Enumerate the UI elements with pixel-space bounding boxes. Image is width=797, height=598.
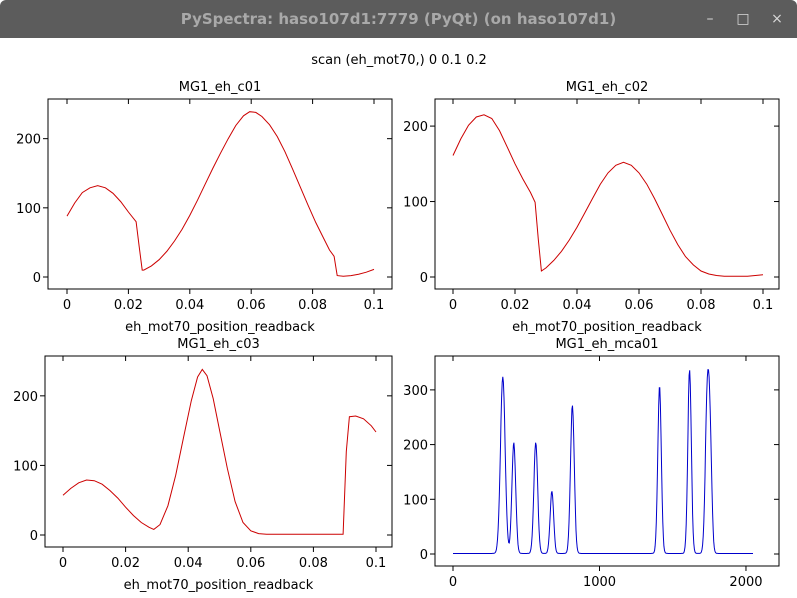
chart-4: MG1_eh_mca01 0 1000 2000 0 100 200 300	[403, 337, 780, 590]
x-tick-label: 1000	[583, 575, 616, 590]
chart-title: MG1_eh_c01	[179, 80, 262, 95]
x-tick-label: 0.02	[501, 298, 530, 313]
series-line	[453, 369, 753, 554]
y-tick-label: 0	[420, 548, 428, 563]
plot-frame	[434, 98, 780, 290]
y-tick-label: 200	[403, 439, 428, 454]
plot-frame	[44, 355, 393, 548]
y-tick-label: 200	[13, 390, 38, 405]
x-tick-label: 0.08	[299, 556, 328, 571]
y-tick-label: 100	[16, 202, 41, 217]
x-tick-label: 2000	[729, 575, 762, 590]
minimize-icon[interactable]: –	[706, 11, 714, 27]
y-tick-label: 0	[420, 271, 428, 286]
chart-2: MG1_eh_c02 0 0.02 0.04 0.06 0.08 0.1 0 100 200 eh_…	[403, 80, 780, 335]
x-tick-label: 0	[449, 575, 457, 590]
chart-1: MG1_eh_c01 0 0.02 0.04 0.06 0.08 0.1 0 100 200 eh_…	[16, 80, 393, 335]
x-axis-label: eh_mot70_position_readback	[512, 320, 702, 335]
x-tick-label: 0.08	[298, 298, 327, 313]
x-axis-label: eh_mot70_position_readback	[125, 320, 315, 335]
y-tick-label: 100	[403, 196, 428, 211]
x-tick-label: 0.06	[237, 298, 266, 313]
chart-3: MG1_eh_c03 0 0.02 0.04 0.06 0.08 0.1 0 100 200 eh_…	[13, 337, 393, 593]
x-tick-label: 0.02	[111, 556, 140, 571]
x-tick-label: 0.1	[366, 556, 387, 571]
y-tick-label: 0	[30, 529, 38, 544]
title-bar[interactable]: PySpectra: haso107d1:7779 (PyQt) (on has…	[0, 0, 797, 38]
maximize-icon[interactable]: □	[736, 11, 750, 27]
y-tick-label: 200	[16, 133, 41, 148]
x-tick-label: 0.1	[364, 298, 385, 313]
x-tick-label: 0.04	[175, 298, 204, 313]
x-tick-label: 0	[63, 298, 71, 313]
x-tick-label: 0.06	[236, 556, 265, 571]
y-tick-label: 100	[13, 459, 38, 474]
x-tick-label: 0	[59, 556, 67, 571]
x-tick-label: 0.08	[687, 298, 716, 313]
plot-frame	[47, 98, 393, 290]
x-tick-label: 0.04	[563, 298, 592, 313]
x-tick-label: 0.1	[753, 298, 774, 313]
series-line	[62, 368, 377, 535]
figure-canvas: scan (eh_mot70,) 0 0.1 0.2 MG1_eh_c01 0 0.…	[13, 53, 780, 593]
close-icon[interactable]: ×	[771, 11, 783, 27]
scan-title: scan (eh_mot70,) 0 0.1 0.2	[311, 53, 487, 68]
window-title: PySpectra: haso107d1:7779 (PyQt) (on has…	[180, 10, 617, 28]
chart-title: MG1_eh_c03	[177, 337, 260, 352]
plot-area: scan (eh_mot70,) 0 0.1 0.2 MG1_eh_c01 0 0.…	[0, 38, 797, 598]
x-tick-label: 0.02	[114, 298, 143, 313]
series-line	[452, 114, 764, 277]
y-tick-label: 0	[33, 271, 41, 286]
y-tick-label: 300	[403, 384, 428, 399]
plot-frame	[434, 355, 780, 567]
x-tick-label: 0.06	[625, 298, 654, 313]
y-tick-label: 100	[403, 493, 428, 508]
y-tick-label: 200	[403, 120, 428, 135]
x-tick-label: 0.04	[174, 556, 203, 571]
chart-title: MG1_eh_mca01	[555, 337, 658, 352]
x-axis-label: eh_mot70_position_readback	[124, 578, 314, 593]
chart-title: MG1_eh_c02	[566, 80, 649, 95]
x-tick-label: 0	[449, 298, 457, 313]
series-line	[66, 111, 375, 277]
